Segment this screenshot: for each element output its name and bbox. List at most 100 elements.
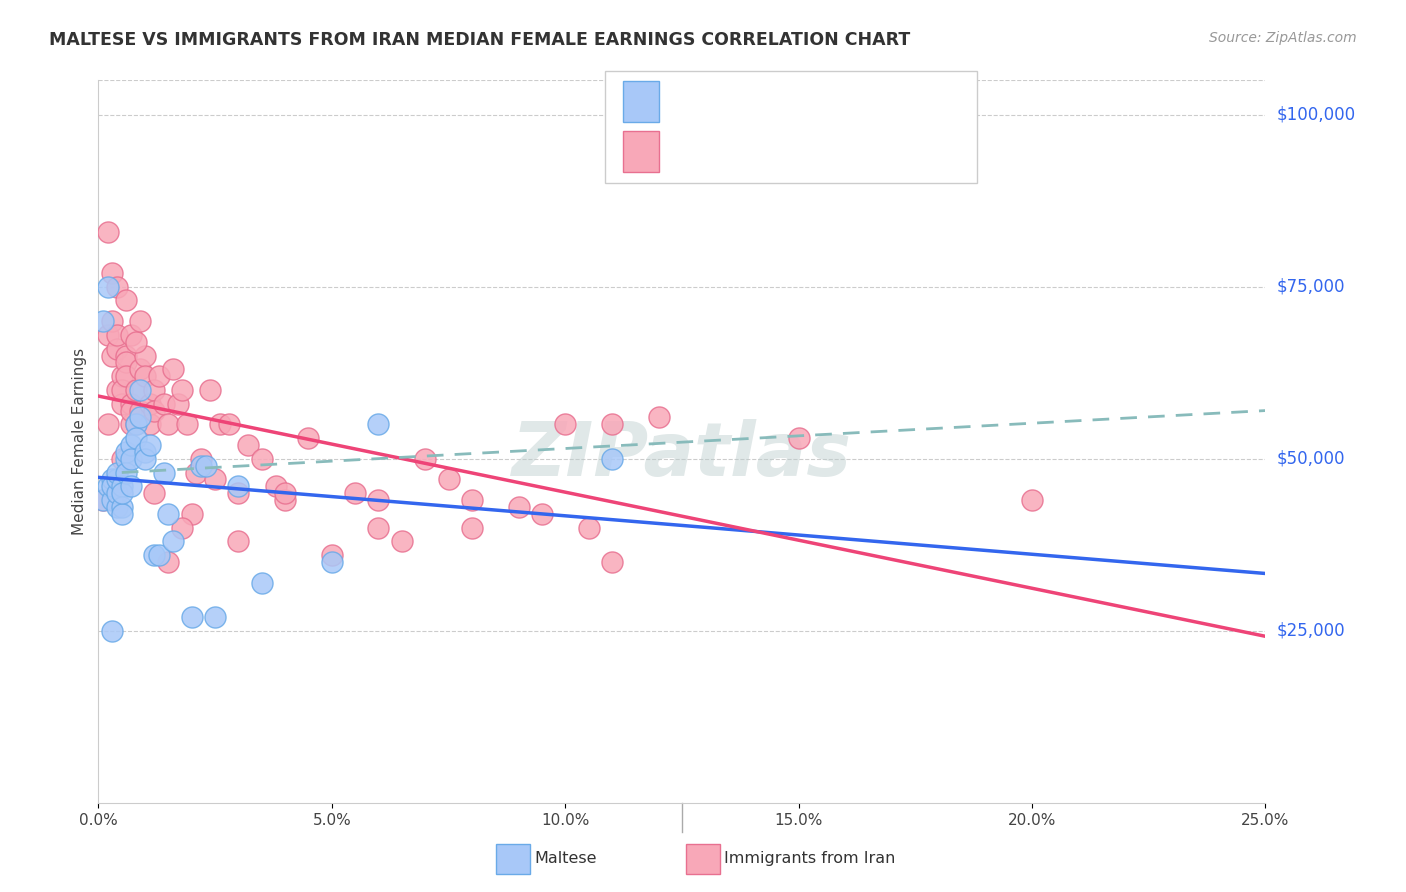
- Point: [111, 500, 134, 514]
- Point: [166, 397, 188, 411]
- Point: [105, 383, 128, 397]
- Point: [125, 417, 148, 432]
- Text: Source: ZipAtlas.com: Source: ZipAtlas.com: [1209, 31, 1357, 45]
- Y-axis label: Median Female Earnings: Median Female Earnings: [72, 348, 87, 535]
- Point: [101, 493, 124, 508]
- Point: [162, 534, 184, 549]
- Point: [250, 451, 273, 466]
- Point: [120, 438, 142, 452]
- Point: [125, 334, 148, 349]
- Point: [172, 383, 194, 397]
- Point: [105, 327, 128, 342]
- Point: [120, 397, 142, 411]
- Point: [172, 520, 194, 534]
- Point: [228, 486, 250, 500]
- Point: [115, 445, 138, 459]
- Text: R =  0.071: R = 0.071: [665, 89, 758, 107]
- Point: [344, 486, 367, 500]
- Point: [600, 451, 623, 466]
- Point: [236, 438, 259, 452]
- Point: [101, 266, 124, 280]
- Point: [152, 466, 174, 480]
- Point: [264, 479, 287, 493]
- Point: [152, 397, 174, 411]
- Point: [111, 451, 134, 466]
- Point: [139, 417, 162, 432]
- Point: [111, 369, 134, 384]
- Text: R = -0.245: R = -0.245: [665, 142, 759, 160]
- Point: [115, 355, 138, 369]
- Point: [413, 451, 436, 466]
- Point: [143, 548, 166, 562]
- Point: [530, 507, 553, 521]
- Point: [97, 279, 120, 293]
- Point: [508, 500, 530, 514]
- Point: [190, 458, 212, 473]
- Point: [101, 472, 124, 486]
- Point: [600, 555, 623, 569]
- Point: [461, 493, 484, 508]
- Text: $75,000: $75,000: [1277, 277, 1346, 296]
- Point: [367, 417, 389, 432]
- Point: [120, 417, 142, 432]
- Point: [115, 451, 138, 466]
- Point: [200, 383, 222, 397]
- Point: [180, 507, 202, 521]
- Point: [148, 369, 170, 384]
- Point: [194, 458, 217, 473]
- Text: $50,000: $50,000: [1277, 450, 1346, 467]
- Point: [204, 472, 226, 486]
- Point: [228, 534, 250, 549]
- Text: $100,000: $100,000: [1277, 105, 1355, 124]
- Point: [105, 342, 128, 356]
- Point: [274, 486, 297, 500]
- Point: [120, 327, 142, 342]
- Point: [105, 486, 128, 500]
- Text: N = 43: N = 43: [830, 89, 894, 107]
- Point: [1021, 493, 1043, 508]
- Point: [437, 472, 460, 486]
- Point: [218, 417, 240, 432]
- Point: [120, 403, 142, 417]
- Point: [176, 417, 198, 432]
- Text: N = 79: N = 79: [830, 142, 894, 160]
- Point: [115, 293, 138, 308]
- Point: [157, 555, 180, 569]
- Text: ZIPatlas: ZIPatlas: [512, 419, 852, 492]
- Point: [105, 279, 128, 293]
- Point: [120, 451, 142, 466]
- Point: [143, 383, 166, 397]
- Point: [111, 479, 134, 493]
- Point: [91, 314, 114, 328]
- Point: [101, 479, 124, 493]
- Point: [139, 397, 162, 411]
- Point: [129, 410, 152, 425]
- Text: $25,000: $25,000: [1277, 622, 1346, 640]
- Point: [787, 431, 810, 445]
- Point: [180, 610, 202, 624]
- Point: [129, 403, 152, 417]
- Point: [134, 349, 156, 363]
- Point: [134, 369, 156, 384]
- Point: [111, 507, 134, 521]
- Point: [208, 417, 231, 432]
- Point: [647, 410, 669, 425]
- Point: [554, 417, 576, 432]
- Point: [91, 493, 114, 508]
- Point: [125, 431, 148, 445]
- Point: [91, 493, 114, 508]
- Point: [600, 417, 623, 432]
- Point: [578, 520, 600, 534]
- Text: Immigrants from Iran: Immigrants from Iran: [724, 852, 896, 866]
- Point: [125, 383, 148, 397]
- Point: [148, 548, 170, 562]
- Point: [190, 451, 212, 466]
- Point: [125, 417, 148, 432]
- Point: [134, 451, 156, 466]
- Point: [97, 327, 120, 342]
- Point: [134, 445, 156, 459]
- Point: [367, 493, 389, 508]
- Point: [157, 507, 180, 521]
- Point: [115, 369, 138, 384]
- Point: [228, 479, 250, 493]
